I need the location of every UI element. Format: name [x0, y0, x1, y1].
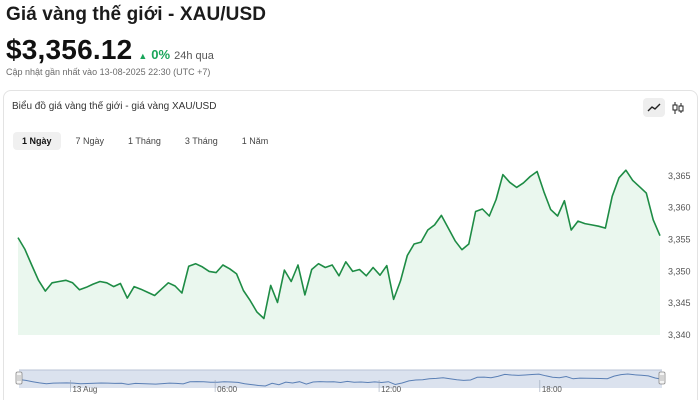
navigator-line — [18, 373, 663, 387]
tab-3-months[interactable]: 3 Tháng — [184, 136, 218, 146]
tab-1-day[interactable]: 1 Ngày — [13, 132, 61, 150]
triangle-up-icon: ▲ — [138, 51, 148, 61]
navigator-selection — [19, 370, 662, 388]
navigator-handle-right[interactable] — [658, 371, 666, 385]
price-row: $3,356.12 ▲ 0% 24h qua — [6, 34, 214, 66]
line-chart-icon — [647, 103, 661, 111]
navigator-time-label: 06:00 — [217, 385, 238, 394]
y-tick-label: 3,365 — [668, 171, 691, 181]
y-tick-label: 3,355 — [668, 235, 691, 245]
navigator-handle-left[interactable] — [15, 371, 23, 385]
line-chart-button[interactable] — [643, 98, 665, 117]
current-price: $3,356.12 — [6, 34, 133, 65]
change-period: 24h qua — [174, 50, 214, 62]
tab-7-days[interactable]: 7 Ngày — [75, 136, 105, 146]
change-percent: 0% — [151, 47, 171, 62]
candlestick-icon — [672, 101, 684, 114]
last-updated: Cập nhật gần nhất vào 13-08-2025 22:30 (… — [6, 67, 211, 77]
candlestick-button[interactable] — [667, 98, 689, 117]
tab-1-month[interactable]: 1 Tháng — [128, 136, 161, 146]
range-navigator[interactable]: 13 Aug 06:00 12:00 18:00 — [15, 369, 666, 394]
price-area — [18, 170, 660, 335]
navigator-time-label: 18:00 — [542, 385, 563, 394]
y-tick-label: 3,360 — [668, 203, 691, 213]
price-change: ▲ 0% 24h qua — [138, 47, 213, 62]
y-tick-label: 3,340 — [668, 330, 691, 340]
navigator-time-label: 13 Aug — [72, 385, 97, 394]
chart-type-toggle — [643, 98, 689, 117]
chart-title: Biểu đồ giá vàng thế giới - giá vàng XAU… — [12, 101, 217, 112]
timeframe-tabs: 1 Ngày 7 Ngày 1 Tháng 3 Tháng 1 Năm — [13, 132, 277, 150]
price-line — [17, 169, 661, 320]
page-title: Giá vàng thế giới - XAU/USD — [6, 4, 267, 25]
tab-1-year[interactable]: 1 Năm — [241, 136, 269, 146]
y-tick-label: 3,350 — [668, 266, 691, 276]
y-tick-label: 3,345 — [668, 298, 691, 308]
navigator-time-label: 12:00 — [381, 385, 402, 394]
